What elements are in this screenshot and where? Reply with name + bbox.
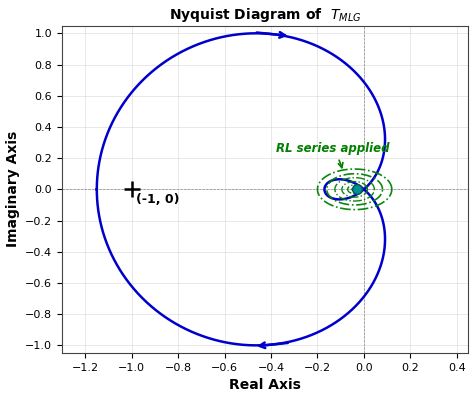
Text: RL series applied: RL series applied [276,142,389,168]
Text: (-1, 0): (-1, 0) [137,193,180,207]
X-axis label: Real Axis: Real Axis [229,378,301,392]
Title: Nyquist Diagram of  $T_{MLG}$: Nyquist Diagram of $T_{MLG}$ [169,6,362,23]
Y-axis label: Imaginary Axis: Imaginary Axis [6,131,19,248]
